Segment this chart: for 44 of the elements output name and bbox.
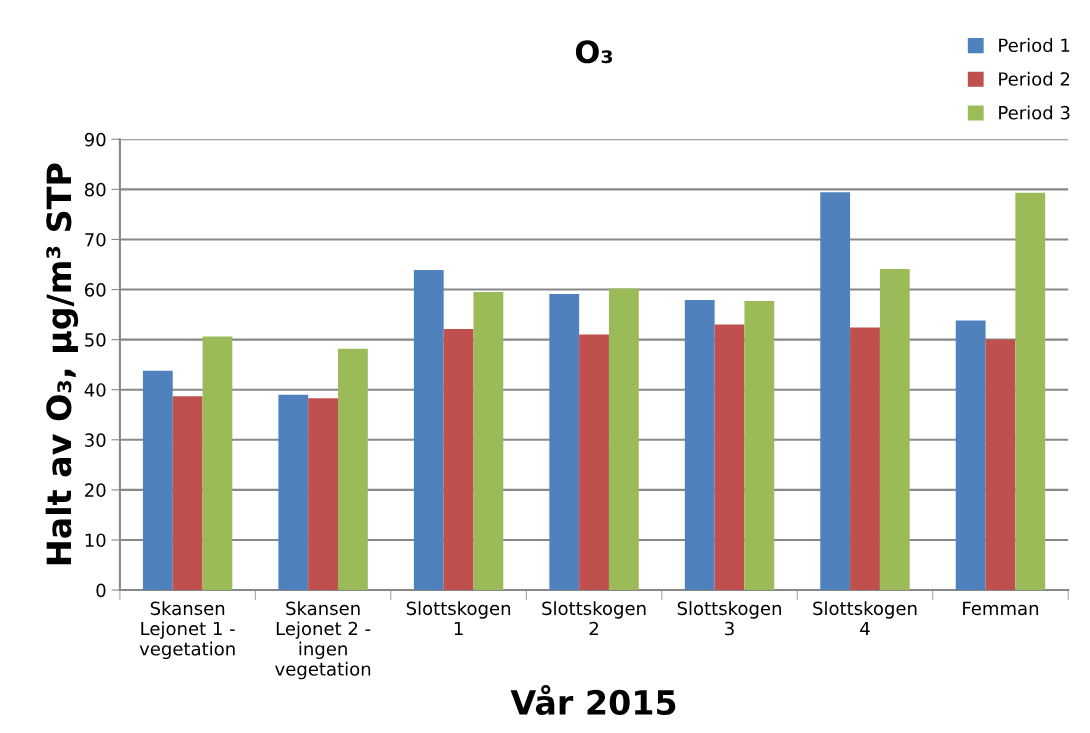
bar	[473, 292, 504, 591]
bar	[955, 320, 986, 591]
y-tick-label: 20	[85, 483, 106, 497]
x-tick-label: Slottskogen 1	[406, 601, 511, 636]
bar	[744, 301, 775, 591]
legend-label: Period 3	[999, 105, 1070, 120]
y-tick-label: 40	[84, 383, 106, 397]
bar	[172, 396, 203, 591]
x-tick-label: Femman	[963, 601, 1039, 616]
bar	[338, 348, 368, 591]
bar	[1015, 192, 1046, 591]
y-axis-title: Halt av O₃, µg/m³ STP	[45, 163, 79, 565]
bar	[278, 394, 309, 591]
bar	[684, 300, 715, 591]
y-tick-label: 0	[96, 583, 106, 598]
bar	[850, 327, 880, 591]
bar	[820, 192, 851, 591]
y-tick-label: 90	[84, 132, 106, 147]
bar	[413, 270, 444, 591]
bar	[308, 398, 339, 591]
bar	[549, 294, 580, 591]
y-tick-label: 30	[85, 433, 106, 447]
chart-title: O₃	[575, 40, 613, 64]
x-tick-label: Skansen Lejonet 2 - ingen vegetation	[275, 601, 371, 680]
x-axis-title: Vår 2015	[510, 684, 676, 716]
bar	[142, 370, 173, 591]
y-tick-label: 10	[85, 533, 106, 548]
bar	[879, 269, 910, 591]
y-tick-label: 50	[85, 333, 106, 347]
x-tick-label: Slottskogen 4	[813, 601, 917, 636]
bar	[985, 339, 1016, 591]
legend-label: Period 2	[999, 71, 1070, 86]
x-tick-label: Slottskogen 3	[677, 601, 781, 636]
bar	[579, 334, 609, 591]
y-tick-label: 70	[85, 232, 106, 247]
y-tick-label: 60	[84, 282, 106, 297]
bar	[443, 329, 474, 591]
x-tick-label: Skansen Lejonet 1 - vegetation	[139, 601, 235, 660]
legend-label: Period 1	[999, 38, 1070, 53]
x-tick-label: Slottskogen 2	[542, 601, 646, 636]
y-tick-label: 80	[84, 182, 106, 197]
bar	[202, 336, 233, 591]
bar	[714, 324, 745, 591]
bar	[608, 288, 639, 591]
